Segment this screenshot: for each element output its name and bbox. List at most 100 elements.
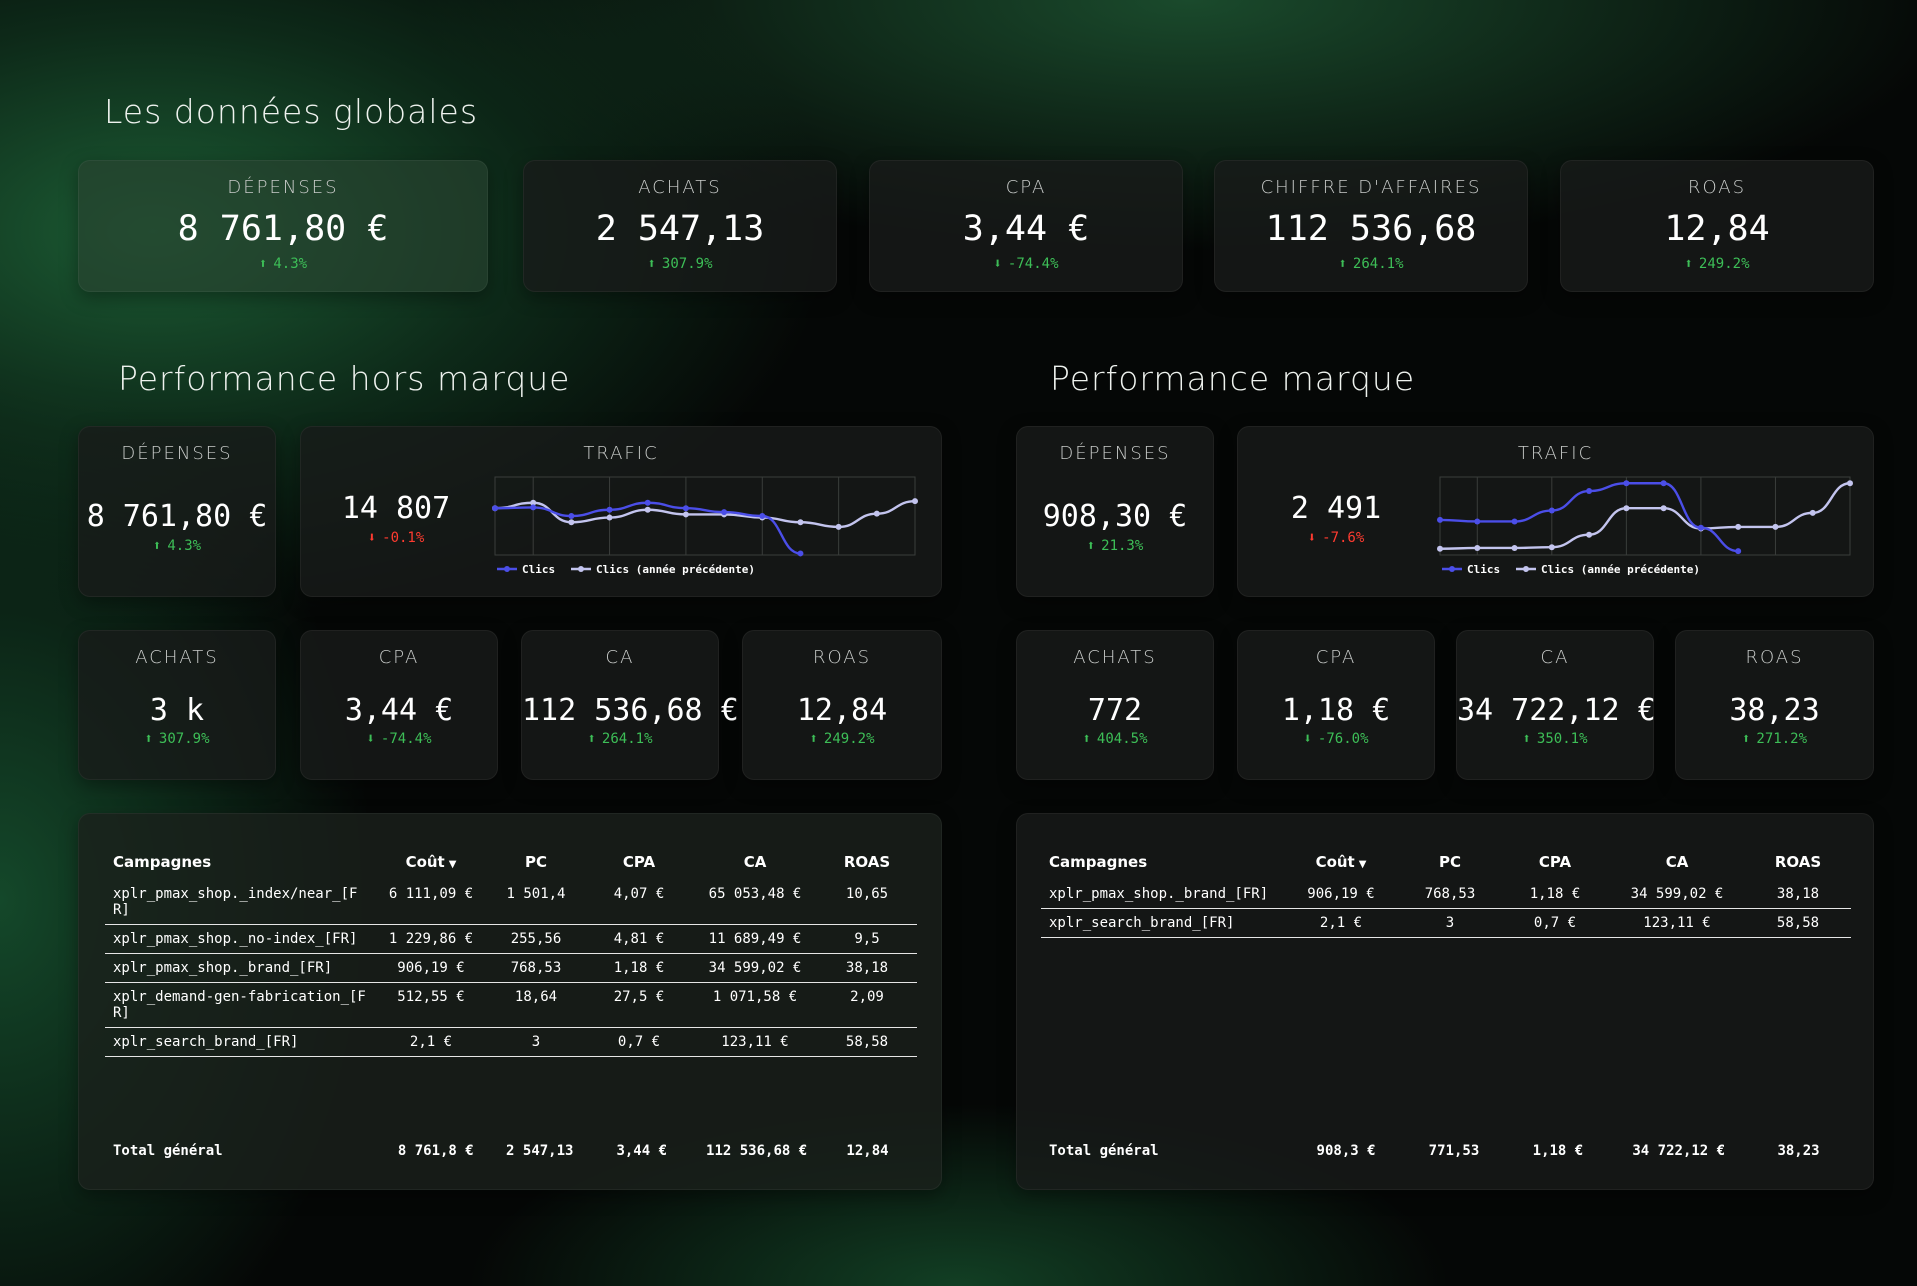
data-point <box>530 499 537 506</box>
total-cell: 8 761,8 € <box>397 1143 474 1159</box>
total-cell: 38,23 <box>1777 1143 1820 1159</box>
table-cell: 2,09 <box>817 982 917 1028</box>
column-header-ca[interactable]: CA <box>743 853 767 871</box>
table-cell: 2,1 € <box>1283 908 1399 938</box>
table-total-row: Total général 908,3 € 771,53 1,18 € 34 722,1… <box>1041 1143 1851 1159</box>
sort-desc-icon[interactable]: ▼ <box>1358 859 1367 870</box>
campaign-name-cell: xplr_pmax_shop._brand_[FR] <box>1041 880 1283 909</box>
data-point <box>835 523 842 530</box>
column-header-ca[interactable]: CA <box>1665 853 1689 871</box>
kpi-value: 8 761,80 € <box>86 499 268 534</box>
kpi-label: ROAS <box>1687 177 1747 198</box>
table-cell: 58,58 <box>817 1027 917 1057</box>
column-header-pc[interactable]: PC <box>524 853 547 871</box>
kpi-card-ca: CA 112 536,68 € ⬆ 264.1% <box>521 630 739 780</box>
kpi-value: 12,84 <box>1664 209 1770 249</box>
kpi-change: ⬆ 4.3% <box>258 256 308 272</box>
kpi-change: ⬆ 307.9% <box>144 731 210 747</box>
data-point <box>873 510 880 517</box>
table-row[interactable]: xplr_search_brand_[FR] 2,1 €3 0,7 €123,11 … <box>105 1027 917 1057</box>
arrow-down-icon: ⬇ <box>1307 530 1317 546</box>
table-row[interactable]: xplr_pmax_shop._no-index_[FR] 1 229,86 €2… <box>105 924 917 954</box>
data-point <box>1735 548 1742 555</box>
table-cell: 123,11 € <box>1609 908 1745 938</box>
sort-desc-icon[interactable]: ▼ <box>448 859 457 870</box>
table-cell: 1,18 € <box>1501 880 1609 909</box>
table-row[interactable]: xplr_search_brand_[FR] 2,1 €3 0,7 €123,11 … <box>1041 908 1851 938</box>
total-cell: 1,18 € <box>1532 1143 1584 1159</box>
column-header-cpa[interactable]: CPA <box>1538 853 1572 871</box>
kpi-card-ca: CA 34 722,12 € ⬆ 350.1% <box>1456 630 1656 780</box>
kpi-card-depenses: DÉPENSES 8 761,80 € ⬆ 4.3% <box>78 160 488 292</box>
arrow-up-icon: ⬆ <box>258 256 268 272</box>
table-row[interactable]: xplr_pmax_shop._index/near_[FR] 6 111,09 … <box>105 880 917 925</box>
campaigns-table: Campagnes Coût ▼ PC CPA CA ROAS xplr_pmax… <box>1041 844 1851 938</box>
data-point <box>1511 544 1518 551</box>
column-header-campagnes[interactable]: Campagnes <box>113 853 212 871</box>
table-row[interactable]: xplr_demand-gen-fabrication_[FR] 512,55 €… <box>105 982 917 1028</box>
kpi-label: CA <box>1540 647 1570 668</box>
table-cell: 2,1 € <box>375 1027 487 1057</box>
kpi-value: 8 761,80 € <box>177 209 389 249</box>
total-label: Total général <box>113 1143 223 1159</box>
column-header-campagnes[interactable]: Campagnes <box>1049 853 1148 871</box>
kpi-label: ACHATS <box>135 647 219 668</box>
legend-label: Clics <box>1467 563 1500 576</box>
left-trafic-card: TRAFIC 14 807 ⬇ -0.1% Clics Clics (année p… <box>300 426 942 597</box>
kpi-change: ⬇ -74.4% <box>366 731 432 747</box>
data-point <box>606 514 613 521</box>
column-header-roas[interactable]: ROAS <box>1774 853 1822 871</box>
kpi-label: DÉPENSES <box>227 177 339 198</box>
arrow-up-icon: ⬆ <box>152 538 162 554</box>
left-campaigns-card: Campagnes Coût ▼ PC CPA CA ROAS xplr_pmax… <box>78 813 942 1190</box>
table-cell: 0,7 € <box>585 1027 693 1057</box>
data-point <box>1474 544 1481 551</box>
table-row[interactable]: xplr_pmax_shop._brand_[FR] 906,19 €768,53… <box>105 953 917 983</box>
kpi-value: 3,44 € <box>344 693 454 728</box>
column-header-cpa[interactable]: CPA <box>622 853 656 871</box>
table-header-row: Campagnes Coût ▼ PC CPA CA ROAS <box>1041 844 1851 880</box>
kpi-card-cpa: CPA 3,44 € ⬇ -74.4% <box>300 630 498 780</box>
kpi-label: DÉPENSES <box>121 443 233 464</box>
kpi-change: ⬆ 271.2% <box>1741 731 1807 747</box>
legend-marker <box>1449 566 1455 572</box>
table-header-row: Campagnes Coût ▼ PC CPA CA ROAS <box>105 844 917 880</box>
table-cell: 1 229,86 € <box>375 924 487 954</box>
kpi-label: ROAS <box>1745 647 1804 668</box>
kpi-value: 3,44 € <box>962 209 1090 249</box>
table-cell: 3 <box>487 1027 585 1057</box>
data-point <box>912 498 918 505</box>
kpi-card-roas: ROAS 12,84 ⬆ 249.2% <box>1560 160 1874 292</box>
arrow-down-icon: ⬇ <box>366 731 375 747</box>
column-header-cout[interactable]: Coût ▼ <box>405 853 457 871</box>
column-header-cout[interactable]: Coût ▼ <box>1315 853 1367 871</box>
chart-legend: Clics Clics (année précédente) <box>497 563 755 576</box>
legend-marker <box>1523 566 1529 572</box>
column-header-roas[interactable]: ROAS <box>843 853 891 871</box>
data-point <box>1660 480 1667 487</box>
total-cell: 34 722,12 € <box>1632 1143 1726 1159</box>
total-cell: 3,44 € <box>616 1143 668 1159</box>
table-cell: 906,19 € <box>375 953 487 983</box>
arrow-up-icon: ⬆ <box>1082 731 1091 747</box>
kpi-card-cpa: CPA 1,18 € ⬇ -76.0% <box>1237 630 1435 780</box>
table-cell: 9,5 <box>817 924 917 954</box>
arrow-up-icon: ⬆ <box>144 731 153 747</box>
data-point <box>1511 518 1518 525</box>
data-point <box>1772 523 1779 530</box>
table-row[interactable]: xplr_pmax_shop._brand_[FR] 906,19 €768,53… <box>1041 880 1851 909</box>
total-cell: 771,53 <box>1428 1143 1480 1159</box>
column-header-pc[interactable]: PC <box>1438 853 1461 871</box>
table-cell: 6 111,09 € <box>375 880 487 925</box>
kpi-label: CPA <box>378 647 420 668</box>
left-section-title: Performance hors marque <box>118 359 571 398</box>
data-point <box>1735 523 1742 530</box>
campaign-name-cell: xplr_search_brand_[FR] <box>105 1027 375 1057</box>
kpi-card-achats: ACHATS 2 547,13 ⬆ 307.9% <box>523 160 837 292</box>
trafic-label: TRAFIC <box>1517 443 1594 464</box>
table-cell: 512,55 € <box>375 982 487 1028</box>
kpi-label: CPA <box>1005 177 1047 198</box>
data-point <box>492 505 498 512</box>
data-point <box>644 506 651 513</box>
kpi-label: CPA <box>1315 647 1357 668</box>
